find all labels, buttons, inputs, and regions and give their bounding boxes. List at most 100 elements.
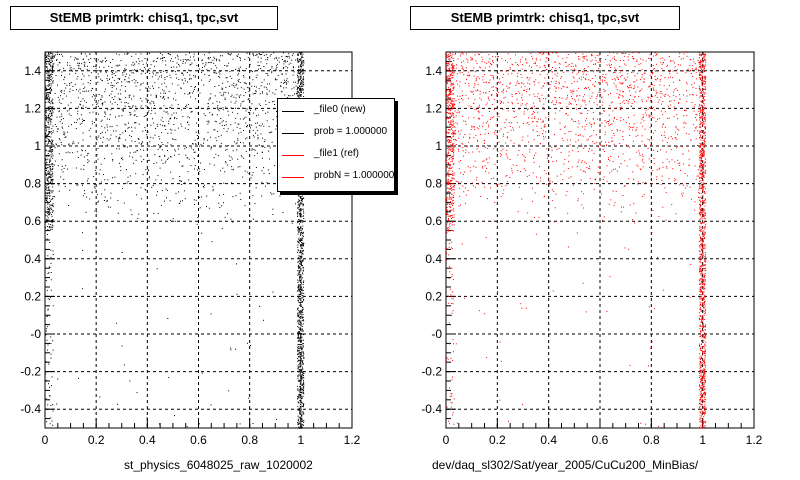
data-point bbox=[703, 421, 705, 423]
data-point bbox=[106, 126, 108, 128]
data-point bbox=[297, 240, 299, 242]
data-point bbox=[703, 54, 705, 55]
data-point bbox=[45, 149, 47, 151]
data-point bbox=[300, 257, 302, 259]
data-point bbox=[299, 372, 301, 374]
data-point bbox=[186, 59, 188, 61]
data-point bbox=[299, 349, 301, 351]
data-point bbox=[84, 190, 85, 192]
data-point bbox=[699, 402, 701, 404]
data-point bbox=[280, 82, 282, 83]
data-point bbox=[79, 103, 81, 105]
data-point bbox=[46, 156, 48, 158]
data-point bbox=[300, 333, 302, 335]
data-point bbox=[300, 301, 301, 303]
x-tick-label: 0.4 bbox=[139, 433, 156, 447]
data-point bbox=[703, 334, 705, 336]
data-point bbox=[50, 353, 52, 355]
data-point bbox=[291, 88, 293, 90]
data-point bbox=[699, 152, 701, 154]
data-point bbox=[701, 178, 702, 179]
data-point bbox=[450, 92, 452, 94]
data-point bbox=[303, 377, 305, 379]
data-point bbox=[702, 169, 704, 171]
data-point bbox=[449, 75, 451, 77]
data-point bbox=[700, 160, 702, 162]
data-point bbox=[301, 264, 302, 266]
data-point bbox=[46, 140, 48, 142]
data-point bbox=[300, 263, 302, 265]
data-point bbox=[121, 158, 122, 159]
data-point bbox=[46, 199, 48, 201]
data-point bbox=[235, 143, 237, 145]
data-point bbox=[47, 187, 49, 189]
data-point bbox=[704, 305, 706, 307]
data-point bbox=[301, 200, 303, 202]
data-point bbox=[703, 375, 705, 377]
data-point bbox=[251, 174, 253, 176]
data-point bbox=[258, 144, 260, 146]
data-point bbox=[100, 98, 102, 100]
data-point bbox=[700, 388, 702, 390]
data-point bbox=[91, 191, 93, 193]
data-point bbox=[151, 146, 153, 147]
data-point bbox=[701, 116, 702, 118]
data-point bbox=[102, 141, 104, 143]
data-point bbox=[446, 78, 448, 80]
data-point bbox=[151, 186, 153, 188]
data-point bbox=[235, 348, 237, 350]
data-point bbox=[699, 89, 701, 91]
data-point bbox=[90, 72, 92, 74]
data-point bbox=[448, 228, 450, 230]
data-point bbox=[297, 332, 299, 333]
data-point bbox=[162, 89, 164, 91]
data-point bbox=[130, 113, 132, 115]
data-point bbox=[705, 127, 707, 129]
data-point bbox=[126, 53, 128, 55]
data-point bbox=[704, 337, 706, 338]
data-point bbox=[47, 77, 49, 79]
data-point bbox=[449, 157, 451, 159]
data-point bbox=[448, 230, 450, 232]
data-point bbox=[271, 70, 273, 72]
data-point bbox=[72, 143, 73, 145]
data-point bbox=[80, 100, 82, 102]
data-point bbox=[146, 134, 148, 136]
data-point bbox=[704, 215, 706, 217]
data-point bbox=[449, 129, 450, 131]
data-point bbox=[63, 131, 65, 133]
data-point bbox=[50, 343, 52, 344]
data-point bbox=[700, 413, 702, 415]
data-point bbox=[450, 125, 452, 127]
data-point bbox=[48, 209, 50, 211]
data-point bbox=[703, 54, 705, 56]
data-point bbox=[134, 114, 136, 116]
data-point bbox=[701, 152, 703, 154]
data-point bbox=[99, 66, 100, 68]
data-point bbox=[297, 344, 299, 346]
data-point bbox=[700, 269, 702, 271]
data-point bbox=[299, 392, 301, 394]
data-point bbox=[289, 95, 291, 97]
data-point bbox=[303, 381, 305, 383]
data-point bbox=[227, 128, 229, 130]
data-point bbox=[701, 400, 703, 402]
data-point bbox=[249, 63, 251, 65]
data-point bbox=[159, 76, 161, 78]
data-point bbox=[80, 104, 81, 106]
data-point bbox=[193, 158, 195, 160]
data-point bbox=[700, 104, 702, 106]
data-point bbox=[300, 82, 302, 84]
x-tick-label: 0.2 bbox=[489, 433, 506, 447]
data-point bbox=[698, 155, 700, 157]
data-point bbox=[47, 154, 48, 156]
data-point bbox=[222, 95, 224, 97]
data-point bbox=[704, 131, 706, 133]
data-point bbox=[704, 349, 706, 351]
data-point bbox=[302, 84, 304, 86]
data-point bbox=[700, 344, 702, 345]
data-point bbox=[703, 215, 705, 217]
data-point bbox=[86, 196, 88, 198]
data-point bbox=[45, 71, 47, 73]
data-point bbox=[705, 335, 707, 337]
